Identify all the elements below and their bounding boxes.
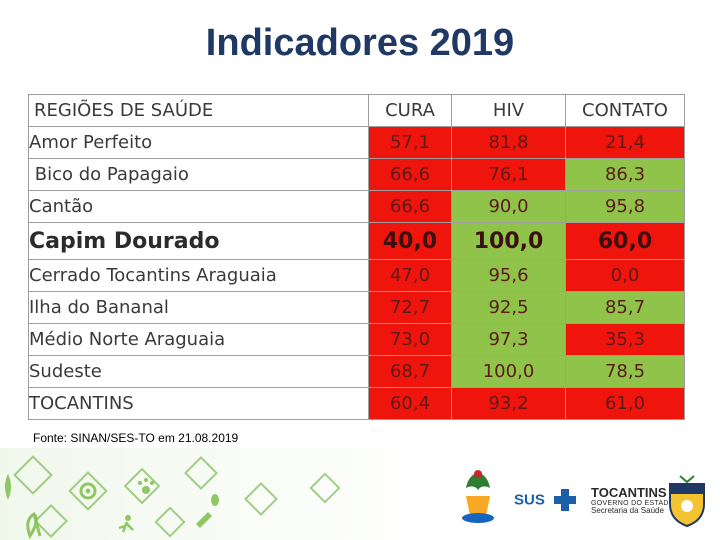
tocantins-label: TOCANTINS <box>591 485 667 500</box>
hiv-cell: 76,1 <box>451 158 566 191</box>
contato-cell: 21,4 <box>565 126 685 159</box>
table-row: Cantão 66,6 90,0 95,8 <box>28 190 685 223</box>
state-crest-icon <box>669 475 705 528</box>
contato-cell: 85,7 <box>565 291 685 324</box>
contato-cell: 78,5 <box>565 355 685 388</box>
table-row: TOCANTINS 60,4 93,2 61,0 <box>28 387 685 420</box>
cura-cell: 68,7 <box>368 355 452 388</box>
contato-cell: 61,0 <box>565 387 685 420</box>
header-hiv: HIV <box>451 94 566 127</box>
contato-cell: 86,3 <box>565 158 685 191</box>
contato-cell: 60,0 <box>565 222 685 260</box>
contato-cell: 95,8 <box>565 190 685 223</box>
cura-cell: 73,0 <box>368 323 452 356</box>
header-regioes: REGIÕES DE SAÚDE <box>28 94 369 127</box>
cura-cell: 57,1 <box>368 126 452 159</box>
cura-cell: 72,7 <box>368 291 452 324</box>
region-cell: Bico do Papagaio <box>28 158 369 191</box>
table-row: Cerrado Tocantins Araguaia 47,0 95,6 0,0 <box>28 259 685 292</box>
contato-cell: 35,3 <box>565 323 685 356</box>
table-row: Ilha do Bananal 72,7 92,5 85,7 <box>28 291 685 324</box>
bird-logo <box>462 470 494 523</box>
hiv-cell: 95,6 <box>451 259 566 292</box>
contato-cell: 0,0 <box>565 259 685 292</box>
source-note: Fonte: SINAN/SES-TO em 21.08.2019 <box>33 431 239 445</box>
bird-head <box>474 470 482 478</box>
hiv-cell: 97,3 <box>451 323 566 356</box>
region-cell: Médio Norte Araguaia <box>28 323 369 356</box>
table-row: Médio Norte Araguaia 73,0 97,3 35,3 <box>28 323 685 356</box>
region-cell: Cerrado Tocantins Araguaia <box>28 259 369 292</box>
bird-water <box>462 513 494 523</box>
hiv-cell: 100,0 <box>451 355 566 388</box>
decoration-fade <box>0 448 440 540</box>
tocantins-logo: TOCANTINS GOVERNO DO ESTADO Secretaria d… <box>591 486 675 515</box>
hiv-cell: 90,0 <box>451 190 566 223</box>
region-cell: Capim Dourado <box>28 222 369 260</box>
header-contato: CONTATO <box>565 94 685 127</box>
health-icons-decoration <box>0 448 440 540</box>
table-header-row: REGIÕES DE SAÚDE CURA HIV CONTATO <box>28 94 685 127</box>
cura-cell: 40,0 <box>368 222 452 260</box>
cura-cell: 66,6 <box>368 190 452 223</box>
sus-cross-icon <box>553 489 576 511</box>
hiv-cell: 92,5 <box>451 291 566 324</box>
hiv-cell: 93,2 <box>451 387 566 420</box>
table-row: Bico do Papagaio 66,6 76,1 86,3 <box>28 158 685 191</box>
bird-base <box>466 496 490 516</box>
cura-cell: 47,0 <box>368 259 452 292</box>
sus-logo: SUS <box>514 488 577 512</box>
region-cell: Sudeste <box>28 355 369 388</box>
header-cura: CURA <box>368 94 452 127</box>
region-cell: Amor Perfeito <box>28 126 369 159</box>
indicators-table: REGIÕES DE SAÚDE CURA HIV CONTATO Amor P… <box>28 94 685 420</box>
cura-cell: 66,6 <box>368 158 452 191</box>
page-title: Indicadores 2019 <box>205 22 515 64</box>
region-cell: Cantão <box>28 190 369 223</box>
sus-text: SUS <box>514 491 545 509</box>
hiv-cell: 100,0 <box>451 222 566 260</box>
governo-label: GOVERNO DO ESTADO <box>591 499 675 507</box>
bird-wing <box>466 472 490 490</box>
table-row: Sudeste 68,7 100,0 78,5 <box>28 355 685 388</box>
cura-cell: 60,4 <box>368 387 452 420</box>
secretaria-label: Secretaria da Saúde <box>591 505 664 515</box>
table-row: Capim Dourado 40,0 100,0 60,0 <box>28 222 685 260</box>
region-cell: TOCANTINS <box>28 387 369 420</box>
hiv-cell: 81,8 <box>451 126 566 159</box>
region-cell: Ilha do Bananal <box>28 291 369 324</box>
table-row: Amor Perfeito 57,1 81,8 21,4 <box>28 126 685 159</box>
